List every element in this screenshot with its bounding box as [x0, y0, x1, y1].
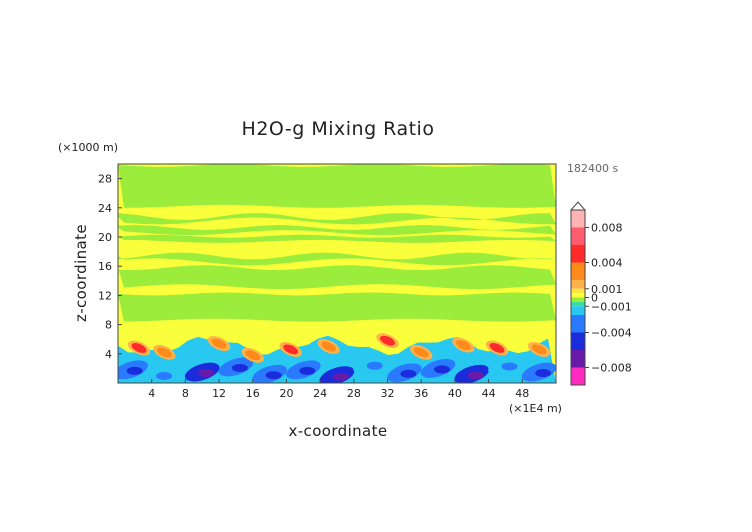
y-tick-label: 28 — [98, 173, 112, 186]
dry-plume-core-mark — [434, 365, 451, 374]
x-tick-label: 20 — [279, 387, 293, 400]
moist-plume-mark — [321, 341, 337, 352]
dry-plume-core-mark — [299, 366, 316, 375]
moist-plume-mark — [245, 350, 261, 361]
x-tick-label: 16 — [246, 387, 260, 400]
dry-plume-core-mark — [400, 369, 417, 378]
moist-plume-mark — [531, 344, 547, 355]
colorbar-segment — [571, 293, 585, 298]
colorbar-segment — [571, 332, 585, 350]
y-axis-unit-label: (×1000 m) — [58, 141, 118, 154]
dry-plume-core-mark — [156, 371, 173, 380]
y-tick-label: 16 — [98, 260, 112, 273]
moist-plume-mark — [413, 347, 429, 358]
y-axis-title: z-coordinate — [72, 224, 90, 322]
colorbar-tick-label: −0.001 — [591, 300, 632, 313]
x-tick-label: 36 — [414, 387, 428, 400]
moisture-band — [118, 234, 556, 243]
heatmap-field — [118, 164, 556, 383]
x-axis-ticks: 4 8 12 16 20 24 28 32 36 40 44 48 — [148, 379, 529, 400]
moisture-band — [118, 265, 556, 290]
moist-plume-mark — [283, 344, 299, 355]
moisture-band — [118, 213, 556, 225]
dry-plume-core-mark — [231, 363, 248, 372]
dry-plume-core-mark — [467, 371, 484, 380]
colorbar-segment — [571, 280, 585, 289]
colorbar-segment — [571, 210, 585, 228]
x-tick-label: 32 — [381, 387, 395, 400]
plot-frame — [117, 163, 557, 384]
time-label: 182400 s — [567, 162, 618, 175]
moisture-band — [118, 252, 556, 266]
x-axis-title: x-coordinate — [288, 422, 387, 440]
moist-plume-mark — [455, 340, 471, 350]
moist-plume-mark — [489, 343, 505, 353]
moisture-band — [118, 164, 556, 208]
x-tick-label: 12 — [212, 387, 226, 400]
y-tick-label: 24 — [98, 202, 112, 215]
x-tick-label: 48 — [515, 387, 529, 400]
y-tick-label: 8 — [105, 319, 112, 332]
colorbar-segment — [571, 288, 585, 294]
dry-plume-core-mark — [333, 372, 349, 381]
colorbar-segment — [571, 262, 585, 280]
x-tick-label: 24 — [313, 387, 327, 400]
moist-plume-mark — [156, 347, 172, 358]
chart-title: H2O-g Mixing Ratio — [242, 118, 435, 140]
y-axis-ticks: 4 8 12 16 20 24 28 — [98, 173, 122, 361]
moist-plume-mark — [380, 335, 395, 346]
dry-plume-core-mark — [126, 366, 143, 375]
colorbar-segment — [571, 306, 585, 315]
dry-plume-core-mark — [535, 369, 552, 378]
dry-plume-core-mark — [198, 369, 215, 378]
colorbar-segment — [571, 245, 585, 263]
colorbar-tick-label: 0.008 — [591, 222, 623, 235]
colorbar-tick-label: −0.004 — [591, 327, 632, 340]
colorbar-tick-label: 0.004 — [591, 257, 623, 270]
moist-plume-mark — [131, 343, 147, 353]
dry-plume-core-mark — [366, 361, 383, 370]
colorbar-tick-label: 0.001 — [591, 283, 623, 296]
moist-plume-mark — [211, 338, 227, 349]
colorbar-segment — [571, 297, 585, 302]
colorbar-tick-label: 0 — [591, 292, 598, 305]
x-tick-label: 8 — [182, 387, 189, 400]
dry-plume-core-mark — [265, 371, 282, 380]
colorbar-segment — [571, 367, 585, 385]
x-tick-label: 44 — [482, 387, 496, 400]
y-tick-label: 20 — [98, 231, 112, 244]
x-tick-label: 28 — [347, 387, 361, 400]
dry-plume-core-mark — [501, 362, 518, 371]
colorbar-tick-label: −0.008 — [591, 362, 632, 375]
colorbar-segment — [571, 227, 585, 245]
colorbar-segment — [571, 350, 585, 368]
moisture-band — [118, 225, 556, 236]
x-axis-unit-label: (×1E4 m) — [509, 402, 562, 415]
colorbar-segment — [571, 315, 585, 333]
colorbar-segment — [571, 301, 585, 307]
colorbar-overflow-triangle — [569, 201, 587, 211]
x-tick-label: 40 — [448, 387, 462, 400]
x-tick-label: 4 — [148, 387, 155, 400]
moisture-band — [118, 292, 556, 322]
y-tick-label: 12 — [98, 289, 112, 302]
y-tick-label: 4 — [105, 348, 112, 361]
